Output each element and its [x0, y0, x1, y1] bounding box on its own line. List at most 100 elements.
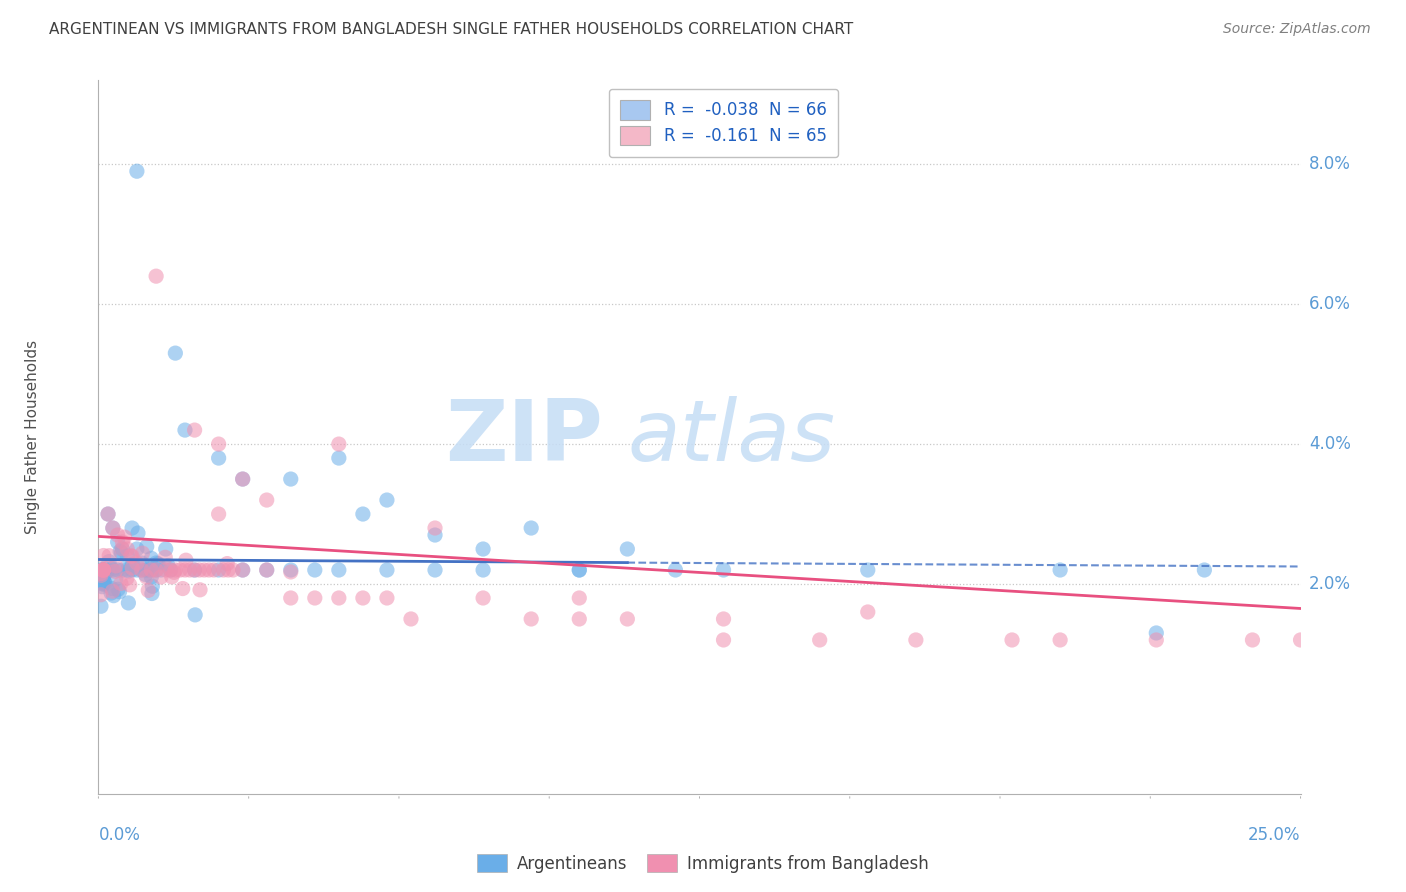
Point	[202, 563, 225, 577]
Text: ZIP: ZIP	[446, 395, 603, 479]
Point	[1049, 563, 1071, 577]
Point	[208, 451, 231, 466]
Point	[136, 583, 159, 598]
Point	[91, 570, 114, 584]
Point	[141, 586, 163, 600]
Point	[304, 591, 326, 605]
Point	[141, 563, 163, 577]
Point	[328, 437, 350, 451]
Point	[91, 570, 114, 584]
Point	[91, 577, 114, 591]
Point	[125, 563, 148, 577]
Point	[472, 541, 495, 556]
Point	[280, 565, 302, 579]
Point	[90, 563, 112, 577]
Point	[352, 507, 374, 521]
Point	[1144, 632, 1167, 647]
Point	[172, 582, 194, 596]
Point	[188, 582, 211, 597]
Point	[101, 521, 124, 535]
Text: Source: ZipAtlas.com: Source: ZipAtlas.com	[1223, 22, 1371, 37]
Point	[91, 563, 114, 577]
Point	[399, 612, 422, 626]
Point	[163, 566, 186, 580]
Point	[141, 563, 163, 577]
Point	[104, 565, 127, 579]
Point	[183, 563, 205, 577]
Point	[131, 556, 153, 570]
Point	[713, 612, 735, 626]
Point	[91, 577, 114, 591]
Point	[100, 561, 122, 575]
Point	[91, 570, 114, 584]
Point	[111, 541, 134, 556]
Text: 6.0%: 6.0%	[1309, 295, 1351, 313]
Point	[155, 563, 177, 577]
Point	[375, 563, 398, 577]
Point	[568, 591, 591, 605]
Point	[98, 549, 121, 563]
Point	[131, 563, 153, 577]
Point	[198, 563, 221, 577]
Point	[169, 563, 191, 577]
Point	[1049, 632, 1071, 647]
Point	[217, 557, 239, 571]
Point	[125, 541, 148, 556]
Point	[91, 563, 114, 577]
Point	[91, 563, 114, 577]
Point	[520, 521, 543, 535]
Point	[328, 451, 350, 466]
Text: Single Father Households: Single Father Households	[25, 340, 39, 534]
Point	[91, 563, 114, 577]
Point	[159, 563, 181, 577]
Point	[183, 423, 205, 437]
Point	[155, 541, 177, 556]
Text: 0.0%: 0.0%	[98, 826, 141, 844]
Point	[104, 572, 127, 586]
Point	[568, 563, 591, 577]
Point	[104, 558, 127, 573]
Point	[423, 528, 446, 542]
Point	[423, 521, 446, 535]
Point	[91, 563, 114, 577]
Point	[520, 612, 543, 626]
Point	[280, 472, 302, 486]
Point	[145, 269, 167, 284]
Point	[184, 607, 207, 622]
Point	[183, 563, 205, 577]
Point	[352, 591, 374, 605]
Point	[97, 563, 120, 577]
Point	[232, 472, 254, 486]
Point	[127, 526, 149, 541]
Point	[208, 507, 231, 521]
Point	[141, 551, 163, 566]
Point	[91, 570, 114, 584]
Point	[108, 584, 131, 599]
Point	[280, 591, 302, 605]
Point	[107, 582, 129, 597]
Point	[117, 549, 139, 563]
Point	[111, 535, 134, 549]
Point	[193, 563, 215, 577]
Text: ARGENTINEAN VS IMMIGRANTS FROM BANGLADESH SINGLE FATHER HOUSEHOLDS CORRELATION C: ARGENTINEAN VS IMMIGRANTS FROM BANGLADES…	[49, 22, 853, 37]
Point	[713, 563, 735, 577]
Point	[93, 574, 115, 588]
Point	[131, 563, 153, 577]
Point	[375, 591, 398, 605]
Point	[91, 570, 114, 584]
Point	[117, 596, 139, 610]
Point	[114, 530, 136, 544]
Point	[107, 528, 129, 542]
Point	[115, 571, 138, 585]
Point	[157, 558, 180, 573]
Point	[103, 589, 125, 603]
Point	[328, 591, 350, 605]
Point	[91, 563, 114, 577]
Point	[117, 563, 139, 577]
Point	[174, 553, 197, 567]
Point	[616, 541, 638, 556]
Point	[100, 586, 122, 600]
Point	[118, 564, 141, 578]
Point	[117, 541, 139, 556]
Point	[108, 544, 131, 558]
